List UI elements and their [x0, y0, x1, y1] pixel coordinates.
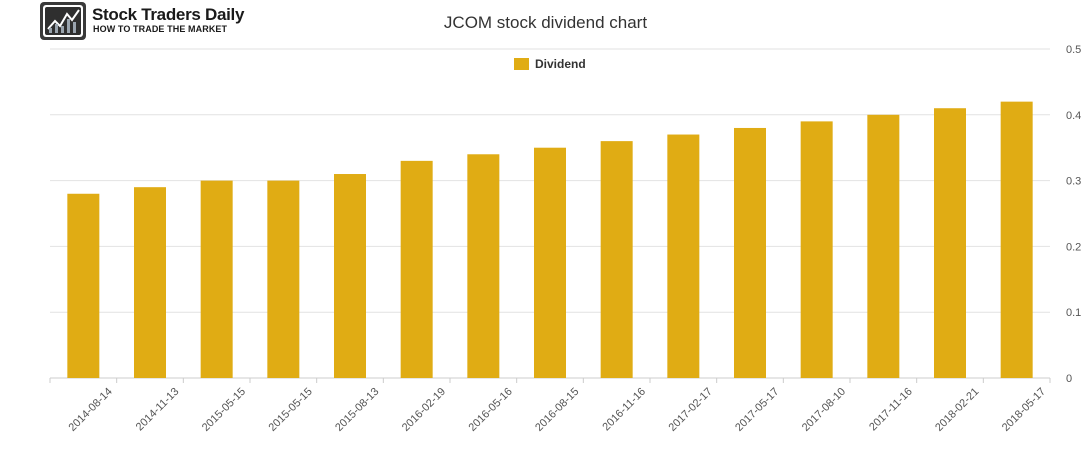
y-tick-label: 0.1	[1066, 307, 1081, 319]
y-tick-label: 0.4	[1066, 110, 1081, 122]
bar	[67, 193, 100, 378]
bar	[534, 147, 566, 378]
chart-legend[interactable]: Dividend	[514, 57, 586, 71]
x-tick-label: 2015-08-13	[333, 386, 381, 434]
bar	[400, 160, 433, 378]
y-tick-label: 0.2	[1066, 241, 1081, 253]
x-tick-label: 2018-05-17	[1000, 386, 1048, 434]
stock-chart-icon	[40, 2, 86, 40]
x-tick-label: 2017-08-10	[800, 386, 848, 434]
chart-title: JCOM stock dividend chart	[443, 13, 648, 32]
brand-name: Stock Traders Daily	[92, 5, 245, 24]
bar	[600, 141, 633, 378]
bar	[334, 174, 366, 378]
x-tick-label: 2017-05-17	[733, 386, 781, 434]
x-tick-label: 2016-11-16	[600, 386, 648, 434]
bar	[867, 114, 900, 379]
bar	[734, 127, 766, 379]
x-tick-label: 2014-11-13	[134, 386, 182, 434]
bar	[267, 180, 300, 378]
x-tick-label: 2016-08-15	[533, 386, 581, 434]
bar	[800, 121, 833, 378]
x-tick-label: 2015-05-15	[200, 386, 248, 434]
legend-label-dividend: Dividend	[535, 57, 586, 71]
x-tick-label: 2017-11-16	[867, 386, 915, 434]
bar	[667, 134, 700, 378]
x-tick-label: 2017-02-17	[667, 386, 715, 434]
bar	[1000, 101, 1033, 378]
x-tick-label: 2016-05-16	[467, 386, 515, 434]
x-tick-label: 2014-08-14	[67, 386, 115, 434]
y-tick-label: 0	[1066, 373, 1072, 385]
y-tick-label: 0.3	[1066, 176, 1081, 188]
bar	[134, 187, 166, 378]
x-tick-label: 2016-02-19	[400, 386, 448, 434]
bar	[200, 180, 233, 378]
bar	[467, 154, 500, 378]
x-tick-label: 2018-02-21	[933, 386, 981, 434]
legend-swatch	[514, 58, 529, 70]
bar	[934, 108, 966, 378]
brand-tagline: HOW TO TRADE THE MARKET	[93, 24, 228, 34]
y-tick-label: 0.5	[1066, 44, 1081, 56]
logo	[40, 2, 86, 40]
x-tick-label: 2015-05-15	[267, 386, 315, 434]
